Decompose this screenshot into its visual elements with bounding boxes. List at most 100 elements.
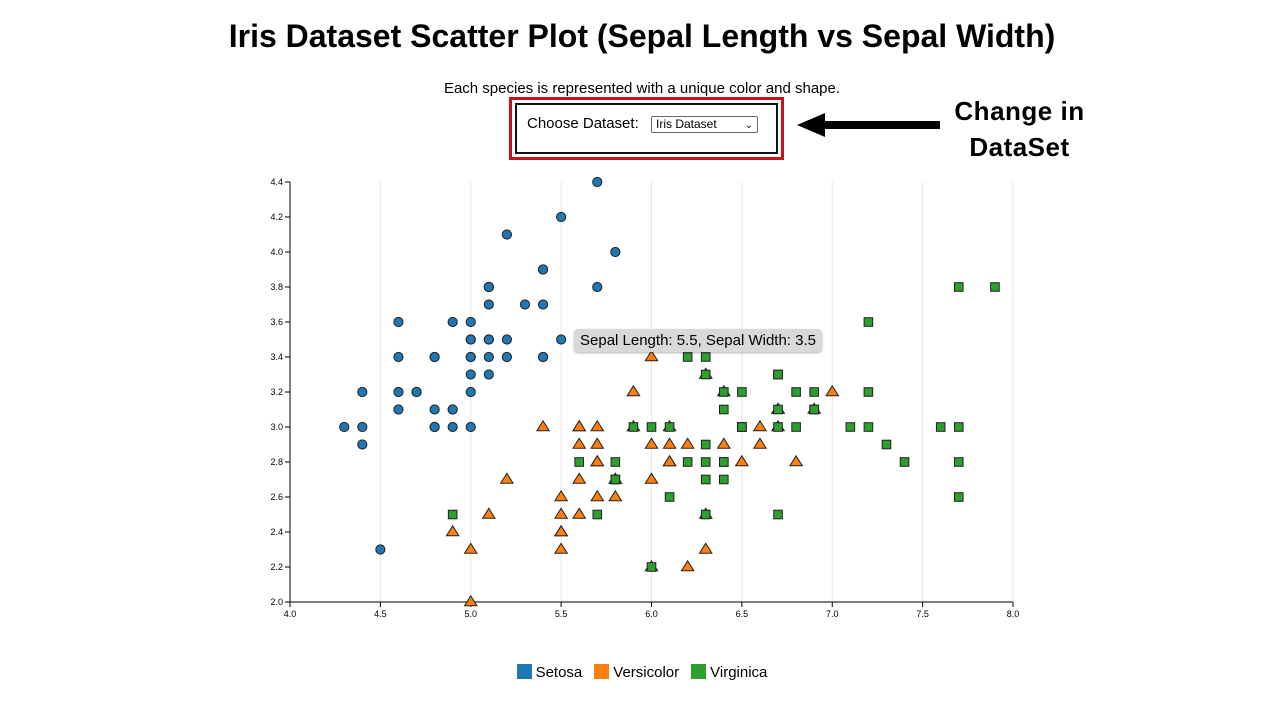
page-title: Iris Dataset Scatter Plot (Sepal Length …	[228, 18, 1056, 54]
data-point-versicolor	[590, 454, 605, 467]
data-point-virginica	[719, 474, 729, 485]
data-point-setosa	[465, 316, 476, 328]
data-point-setosa	[465, 386, 476, 398]
data-point-virginica	[773, 404, 783, 415]
data-point-virginica	[737, 387, 747, 397]
data-point-setosa	[447, 316, 458, 328]
data-point-setosa	[465, 421, 476, 433]
data-point-setosa	[592, 176, 603, 188]
y-tick-label: 3.8	[270, 282, 283, 292]
data-point-virginica	[773, 509, 783, 520]
data-point-setosa	[483, 351, 494, 363]
data-point-virginica	[863, 422, 874, 432]
annotation-text: Change in DataSet	[937, 93, 1102, 165]
data-point-versicolor	[463, 542, 478, 554]
legend-label: Virginica	[710, 663, 768, 681]
data-point-virginica	[809, 404, 819, 415]
data-point-versicolor	[825, 384, 840, 397]
dataset-select[interactable]: Iris Dataset ⌄	[651, 116, 758, 133]
data-point-versicolor	[626, 384, 641, 397]
data-point-versicolor	[752, 419, 768, 432]
y-tick-label: 4.4	[270, 177, 283, 187]
data-point-virginica	[682, 352, 693, 362]
data-point-virginica	[953, 282, 964, 292]
data-point-setosa	[339, 421, 350, 433]
data-point-setosa	[483, 281, 494, 293]
data-point-virginica	[845, 422, 856, 432]
legend-label: Versicolor	[613, 663, 680, 681]
data-point-versicolor	[716, 437, 731, 449]
data-point-virginica	[899, 457, 910, 467]
y-tick-label: 3.4	[270, 352, 283, 362]
y-tick-label: 3.2	[270, 387, 283, 397]
dataset-highlight-box	[509, 97, 784, 160]
data-point-setosa	[357, 421, 368, 433]
y-tick-label: 4.2	[270, 212, 283, 222]
data-point-virginica	[592, 509, 603, 520]
data-point-virginica	[646, 422, 657, 432]
data-point-versicolor	[463, 594, 478, 607]
data-point-virginica	[664, 422, 675, 432]
data-point-setosa	[357, 439, 368, 450]
y-tick-label: 2.2	[270, 562, 283, 572]
left-arrow-icon	[797, 113, 940, 137]
x-tick-label: 8.0	[1007, 609, 1020, 619]
annotation-line-1: Change in	[954, 96, 1085, 126]
page-subtitle: Each species is represented with a uniqu…	[443, 80, 841, 97]
data-point-virginica	[700, 474, 711, 485]
x-tick-label: 6.0	[645, 609, 658, 619]
data-point-versicolor	[554, 507, 569, 519]
data-point-setosa	[483, 299, 494, 310]
data-point-versicolor	[572, 472, 587, 484]
y-tick-label: 2.0	[270, 597, 283, 607]
data-point-virginica	[953, 457, 964, 467]
data-point-versicolor	[644, 437, 659, 449]
data-point-setosa	[447, 404, 458, 415]
data-point-virginica	[719, 404, 729, 415]
data-point-virginica	[574, 457, 584, 467]
y-tick-label: 3.6	[270, 317, 283, 327]
data-point-versicolor	[662, 437, 677, 449]
legend-swatch	[594, 663, 610, 679]
data-point-setosa	[429, 351, 440, 363]
data-point-versicolor	[788, 454, 804, 467]
data-point-virginica	[863, 317, 874, 327]
data-point-versicolor	[554, 524, 569, 537]
dataset-highlight-inner	[515, 103, 778, 154]
data-point-virginica	[700, 439, 711, 450]
data-point-virginica	[447, 509, 458, 520]
data-point-virginica	[791, 422, 801, 432]
chart-legend: Setosa Versicolor Virginica	[0, 663, 1280, 681]
data-point-virginica	[990, 282, 1000, 292]
data-point-setosa	[357, 386, 368, 398]
data-point-setosa	[501, 334, 512, 345]
data-point-virginica	[791, 387, 801, 397]
legend-swatch	[516, 663, 532, 679]
data-point-virginica	[881, 439, 892, 450]
legend-item-setosa: Setosa	[516, 663, 582, 681]
data-point-setosa	[465, 334, 476, 345]
data-point-virginica	[953, 422, 964, 432]
data-point-setosa	[429, 404, 440, 415]
data-point-setosa	[465, 369, 476, 380]
y-tick-label: 2.4	[270, 527, 283, 537]
data-point-virginica	[610, 457, 621, 467]
data-point-setosa	[447, 421, 458, 433]
data-point-versicolor	[590, 489, 605, 502]
data-point-virginica	[628, 422, 639, 432]
data-point-versicolor	[644, 472, 659, 484]
data-point-versicolor	[499, 472, 515, 484]
data-point-versicolor	[590, 419, 605, 432]
data-point-versicolor	[608, 489, 623, 502]
x-tick-label: 5.0	[464, 609, 477, 619]
data-point-virginica	[700, 352, 711, 362]
data-point-setosa	[483, 369, 494, 380]
data-point-setosa	[556, 334, 567, 345]
data-point-versicolor	[535, 419, 551, 432]
data-point-setosa	[393, 404, 404, 415]
data-point-virginica	[682, 457, 693, 467]
dataset-label: Choose Dataset:	[527, 115, 639, 132]
data-point-setosa	[537, 351, 549, 363]
x-tick-label: 5.5	[555, 609, 568, 619]
data-point-virginica	[719, 387, 729, 397]
